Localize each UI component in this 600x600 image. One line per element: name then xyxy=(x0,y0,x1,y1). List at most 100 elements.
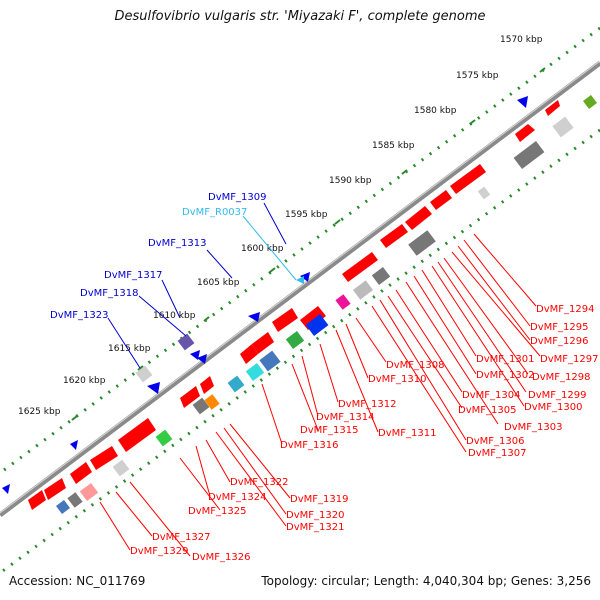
gene-label[interactable]: DvMF_1307 xyxy=(468,448,526,459)
genome-backbone-highlight xyxy=(0,60,600,514)
gene-block[interactable] xyxy=(67,492,83,508)
gene-label[interactable]: DvMF_1311 xyxy=(378,428,436,439)
gene-block[interactable] xyxy=(335,294,351,310)
gene-block[interactable] xyxy=(155,429,173,447)
gene-label[interactable]: DvMF_1303 xyxy=(504,422,562,433)
gene-label[interactable]: DvMF_1321 xyxy=(286,522,344,533)
gene-label[interactable]: DvMF_1295 xyxy=(530,322,588,333)
rna-arrow[interactable] xyxy=(296,276,304,284)
gene-block[interactable] xyxy=(204,394,220,410)
gene-arrow[interactable] xyxy=(405,206,432,230)
gene-label[interactable]: DvMF_1317 xyxy=(104,270,162,281)
gene-arrow[interactable] xyxy=(180,386,200,408)
gene-label[interactable]: DvMF_1319 xyxy=(290,494,348,505)
scale-label: 1570 kbp xyxy=(500,35,543,45)
gene-block[interactable] xyxy=(552,116,574,138)
gene-arrow[interactable] xyxy=(515,124,535,142)
gene-label[interactable]: DvMF_1323 xyxy=(50,310,108,321)
lower-label-connectors xyxy=(99,233,541,557)
gene-block[interactable] xyxy=(112,459,130,477)
gene-block[interactable] xyxy=(135,365,153,383)
gene-arrow[interactable] xyxy=(197,354,207,364)
gene-label[interactable]: DvMF_1302 xyxy=(476,370,534,381)
gene-label[interactable]: DvMF_1298 xyxy=(532,372,590,383)
gene-label[interactable]: DvMF_1310 xyxy=(368,374,426,385)
gene-arrow[interactable] xyxy=(118,418,156,452)
gene-block[interactable] xyxy=(227,375,245,393)
gene-label[interactable]: DvMF_1325 xyxy=(188,506,246,517)
gene-arrow[interactable] xyxy=(190,350,200,360)
gene-label[interactable]: DvMF_1304 xyxy=(462,390,520,401)
gene-arrow[interactable] xyxy=(545,100,560,116)
gene-arrow[interactable] xyxy=(70,462,92,484)
gene-label[interactable]: DvMF_1314 xyxy=(316,412,374,423)
gene-block[interactable] xyxy=(582,94,598,110)
gene-arrow[interactable] xyxy=(28,490,46,510)
gene-label[interactable]: DvMF_1315 xyxy=(300,425,358,436)
gene-arrow[interactable] xyxy=(70,440,78,450)
gene-label[interactable]: DvMF_1324 xyxy=(208,492,266,503)
gene-block[interactable] xyxy=(245,362,265,382)
gene-arrow[interactable] xyxy=(300,272,310,282)
gene-block[interactable] xyxy=(177,333,195,351)
gene-block[interactable] xyxy=(371,266,391,286)
scale-label: 1625 kbp xyxy=(18,407,61,417)
gene-label[interactable]: DvMF_1299 xyxy=(528,390,586,401)
gene-arrow[interactable] xyxy=(430,190,452,210)
scale-label: 1610 kbp xyxy=(153,311,196,321)
gene-arrow[interactable] xyxy=(450,164,486,194)
gene-label[interactable]: DvMF_1313 xyxy=(148,238,206,249)
scale-label: 1620 kbp xyxy=(63,376,106,386)
gene-block[interactable] xyxy=(79,482,99,502)
gene-arrow[interactable] xyxy=(248,312,260,322)
gene-label[interactable]: DvMF_1296 xyxy=(530,336,588,347)
genome-backbone xyxy=(0,61,600,517)
gene-arrow[interactable] xyxy=(200,376,214,394)
gene-label[interactable]: DvMF_1318 xyxy=(80,288,138,299)
gene-arrow[interactable] xyxy=(90,446,118,470)
gene-arrow[interactable] xyxy=(252,332,274,354)
gene-label[interactable]: DvMF_1294 xyxy=(536,304,594,315)
gene-label[interactable]: DvMF_1322 xyxy=(230,477,288,488)
gene-label[interactable]: DvMF_1301 xyxy=(476,354,534,365)
gene-block[interactable] xyxy=(259,350,281,372)
gene-label[interactable]: DvMF_R0037 xyxy=(182,207,247,218)
gene-block[interactable] xyxy=(192,397,210,415)
upper-label-connector xyxy=(242,215,297,281)
gene-block[interactable] xyxy=(513,140,545,170)
gene-block[interactable] xyxy=(353,280,373,300)
gene-arrow[interactable] xyxy=(240,344,258,364)
gene-blocks xyxy=(55,94,598,515)
gene-arrow[interactable] xyxy=(300,306,326,330)
gene-arrow[interactable] xyxy=(44,478,66,500)
gene-label[interactable]: DvMF_1306 xyxy=(466,436,524,447)
reverse-genes xyxy=(2,96,528,494)
gene-arrow[interactable] xyxy=(272,308,298,332)
gene-arrow[interactable] xyxy=(342,252,378,282)
gene-block[interactable] xyxy=(477,186,491,200)
gene-label[interactable]: DvMF_1326 xyxy=(192,552,250,563)
gene-arrow[interactable] xyxy=(147,382,160,394)
gene-block[interactable] xyxy=(305,313,329,337)
gene-block[interactable] xyxy=(408,230,436,256)
gene-block[interactable] xyxy=(285,330,305,350)
gene-label[interactable]: DvMF_1297 xyxy=(540,354,598,365)
gene-label[interactable]: DvMF_1320 xyxy=(286,510,344,521)
accession-label: Accession: NC_011769 xyxy=(9,574,146,588)
gene-label[interactable]: DvMF_1308 xyxy=(386,360,444,371)
gene-label[interactable]: DvMF_1309 xyxy=(208,192,266,203)
gene-label[interactable]: DvMF_1300 xyxy=(524,402,582,413)
gene-label[interactable]: DvMF_1327 xyxy=(152,532,210,543)
gene-label[interactable]: DvMF_1329 xyxy=(130,546,188,557)
gene-label[interactable]: DvMF_1316 xyxy=(280,440,338,451)
gene-arrow[interactable] xyxy=(517,96,528,108)
forward-genes xyxy=(28,100,560,510)
gene-arrow[interactable] xyxy=(380,224,408,248)
scale-label: 1595 kbp xyxy=(285,210,328,220)
gene-block[interactable] xyxy=(55,499,71,515)
gene-arrow[interactable] xyxy=(2,484,10,494)
gene-label[interactable]: DvMF_1305 xyxy=(458,405,516,416)
gene-label[interactable]: DvMF_1312 xyxy=(338,399,396,410)
upper-label-connectors xyxy=(107,202,287,369)
